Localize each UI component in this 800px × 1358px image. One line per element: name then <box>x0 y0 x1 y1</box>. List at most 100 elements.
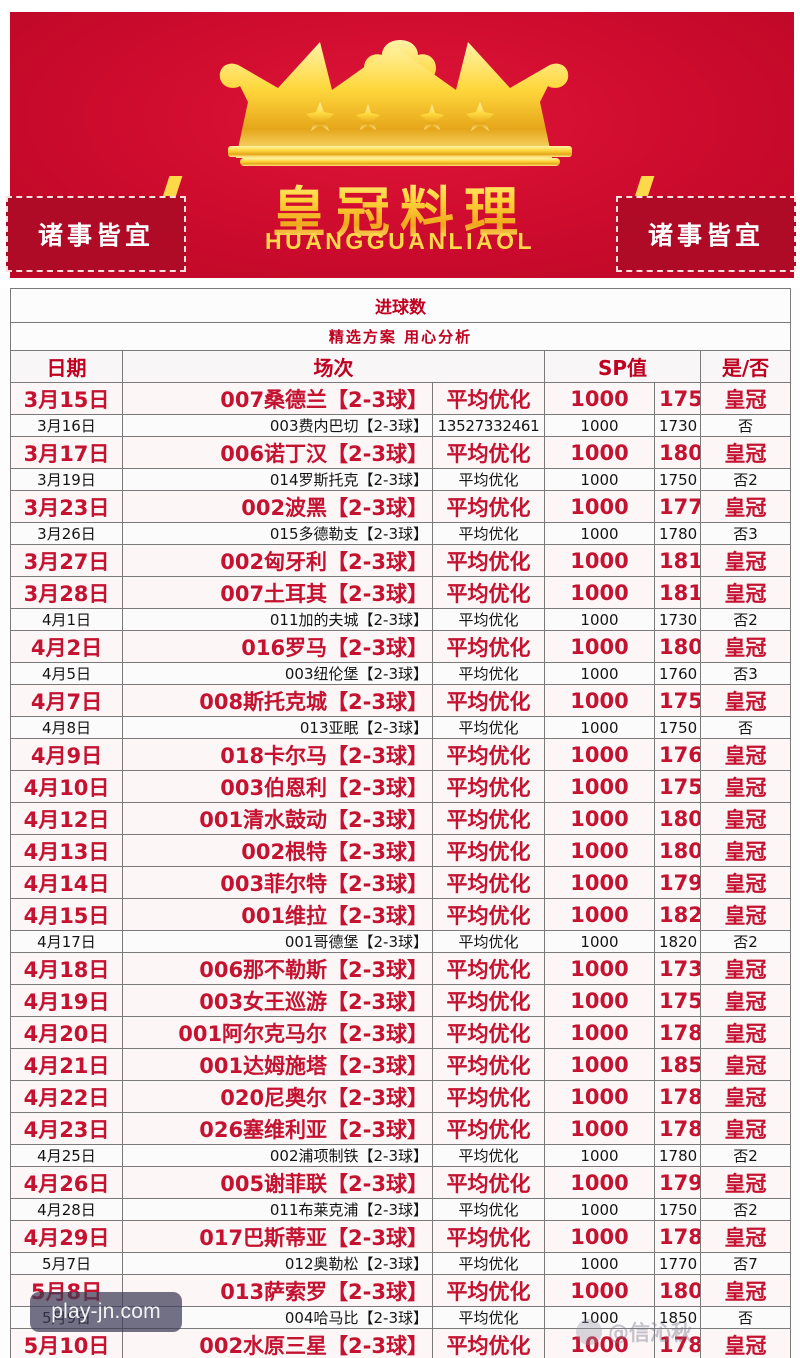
cell-sp-value-1: 1000 <box>544 1252 655 1275</box>
cell-optimization: 平均优化 <box>432 662 545 685</box>
cell-optimization: 平均优化 <box>432 490 545 523</box>
cell-date: 4月20日 <box>10 1016 123 1049</box>
cell-match: 003费内巴切【2-3球】 <box>122 414 433 437</box>
cell-sp-value-2: 1800 <box>654 1274 701 1307</box>
cell-sp-value-2: 1850 <box>654 1306 701 1329</box>
cell-optimization: 平均优化 <box>432 930 545 953</box>
cell-result: 皇冠 <box>700 1274 791 1307</box>
cell-date: 4月19日 <box>10 984 123 1017</box>
cell-sp-value-1: 1000 <box>544 834 655 867</box>
cell-sp-value-1: 1000 <box>544 866 655 899</box>
cell-date: 3月19日 <box>10 468 123 491</box>
cell-optimization: 平均优化 <box>432 1080 545 1113</box>
table-subtitle-row: 精选方案 用心分析 <box>10 322 791 351</box>
cell-sp-value-1: 1000 <box>544 930 655 953</box>
cell-date: 4月14日 <box>10 866 123 899</box>
cell-match: 011加的夫城【2-3球】 <box>122 608 433 631</box>
cell-match: 003女王巡游【2-3球】 <box>122 984 433 1017</box>
cell-sp-value-1: 1000 <box>544 490 655 523</box>
cell-date: 4月9日 <box>10 738 123 771</box>
cell-match: 003纽伦堡【2-3球】 <box>122 662 433 685</box>
cell-sp-value-1: 1000 <box>544 716 655 739</box>
cell-sp-value-1: 1000 <box>544 802 655 835</box>
cell-sp-value-1: 1000 <box>544 414 655 437</box>
cell-optimization: 平均优化 <box>432 984 545 1017</box>
cell-optimization: 平均优化 <box>432 1252 545 1275</box>
cell-date: 4月23日 <box>10 1112 123 1145</box>
cell-sp-value-2: 1750 <box>654 1198 701 1221</box>
cell-optimization: 平均优化 <box>432 770 545 803</box>
cell-date: 3月26日 <box>10 522 123 545</box>
cell-match: 003伯恩利【2-3球】 <box>122 770 433 803</box>
cell-sp-value-1: 1000 <box>544 898 655 931</box>
cell-result: 皇冠 <box>700 1016 791 1049</box>
cell-sp-value-1: 1000 <box>544 468 655 491</box>
cell-sp-value-1: 1000 <box>544 1274 655 1307</box>
cell-match: 002水原三星【2-3球】 <box>122 1328 433 1358</box>
table-row: 5月8日013萨索罗【2-3球】平均优化10001800皇冠 <box>10 1274 791 1307</box>
cell-date: 3月15日 <box>10 382 123 415</box>
cell-sp-value-2: 1780 <box>654 1328 701 1358</box>
cell-match: 001维拉【2-3球】 <box>122 898 433 931</box>
cell-result: 否2 <box>700 930 791 953</box>
cell-optimization: 平均优化 <box>432 436 545 469</box>
cell-result: 皇冠 <box>700 770 791 803</box>
cell-sp-value-1: 1000 <box>544 770 655 803</box>
cell-date: 4月8日 <box>10 716 123 739</box>
cell-match: 001达姆施塔【2-3球】 <box>122 1048 433 1081</box>
cell-match: 014罗斯托克【2-3球】 <box>122 468 433 491</box>
cell-date: 4月29日 <box>10 1220 123 1253</box>
cell-match: 017巴斯蒂亚【2-3球】 <box>122 1220 433 1253</box>
cell-sp-value-2: 1770 <box>654 490 701 523</box>
logo-title-en: HUANGGUANLIAOL <box>264 228 536 254</box>
column-header-date: 日期 <box>10 350 123 383</box>
cell-date: 4月21日 <box>10 1048 123 1081</box>
cell-sp-value-2: 1730 <box>654 952 701 985</box>
cell-optimization: 平均优化 <box>432 1274 545 1307</box>
cell-optimization: 平均优化 <box>432 1048 545 1081</box>
table-body: 3月15日007桑德兰【2-3球】平均优化10001750皇冠3月16日003费… <box>10 382 791 1358</box>
cell-result: 否2 <box>700 1144 791 1167</box>
table-row: 5月7日 012奥勒松【2-3球】 平均优化 1000 1770 否7 <box>10 1252 791 1275</box>
cell-sp-value-1: 1000 <box>544 1048 655 1081</box>
cell-sp-value-2: 1780 <box>654 1144 701 1167</box>
cell-date: 4月13日 <box>10 834 123 867</box>
cell-sp-value-2: 1820 <box>654 930 701 953</box>
cell-result: 皇冠 <box>700 1048 791 1081</box>
predictions-table: 进球数 精选方案 用心分析 日期 场次 SP值 是/否 3月15日 007桑德兰【… <box>10 288 791 1358</box>
cell-result: 皇冠 <box>700 1112 791 1145</box>
cell-sp-value-2: 1800 <box>654 802 701 835</box>
cell-optimization: 平均优化 <box>432 522 545 545</box>
cell-sp-value-2: 1800 <box>654 436 701 469</box>
cell-result: 否3 <box>700 662 791 685</box>
cell-optimization: 平均优化 <box>432 834 545 867</box>
cell-optimization: 平均优化 <box>432 1198 545 1221</box>
cell-sp-value-1: 1000 <box>544 1328 655 1358</box>
table-row: 3月16日 003费内巴切【2-3球】 13527332461 1000 1730 否 <box>10 414 791 437</box>
table-title: 进球数 <box>10 288 791 323</box>
cell-date: 4月1日 <box>10 608 123 631</box>
cell-match: 002根特【2-3球】 <box>122 834 433 867</box>
column-header-result: 是/否 <box>700 350 791 383</box>
cell-sp-value-2: 1770 <box>654 1252 701 1275</box>
cell-optimization: 平均优化 <box>432 952 545 985</box>
cell-date: 4月7日 <box>10 684 123 717</box>
cell-sp-value-1: 1000 <box>544 1080 655 1113</box>
cell-sp-value-2: 1760 <box>654 662 701 685</box>
cell-optimization: 平均优化 <box>432 1328 545 1358</box>
cell-date: 3月28日 <box>10 576 123 609</box>
cell-optimization: 平均优化 <box>432 1144 545 1167</box>
cell-optimization: 平均优化 <box>432 1220 545 1253</box>
cell-result: 皇冠 <box>700 738 791 771</box>
cell-date: 4月17日 <box>10 930 123 953</box>
cell-date: 4月10日 <box>10 770 123 803</box>
